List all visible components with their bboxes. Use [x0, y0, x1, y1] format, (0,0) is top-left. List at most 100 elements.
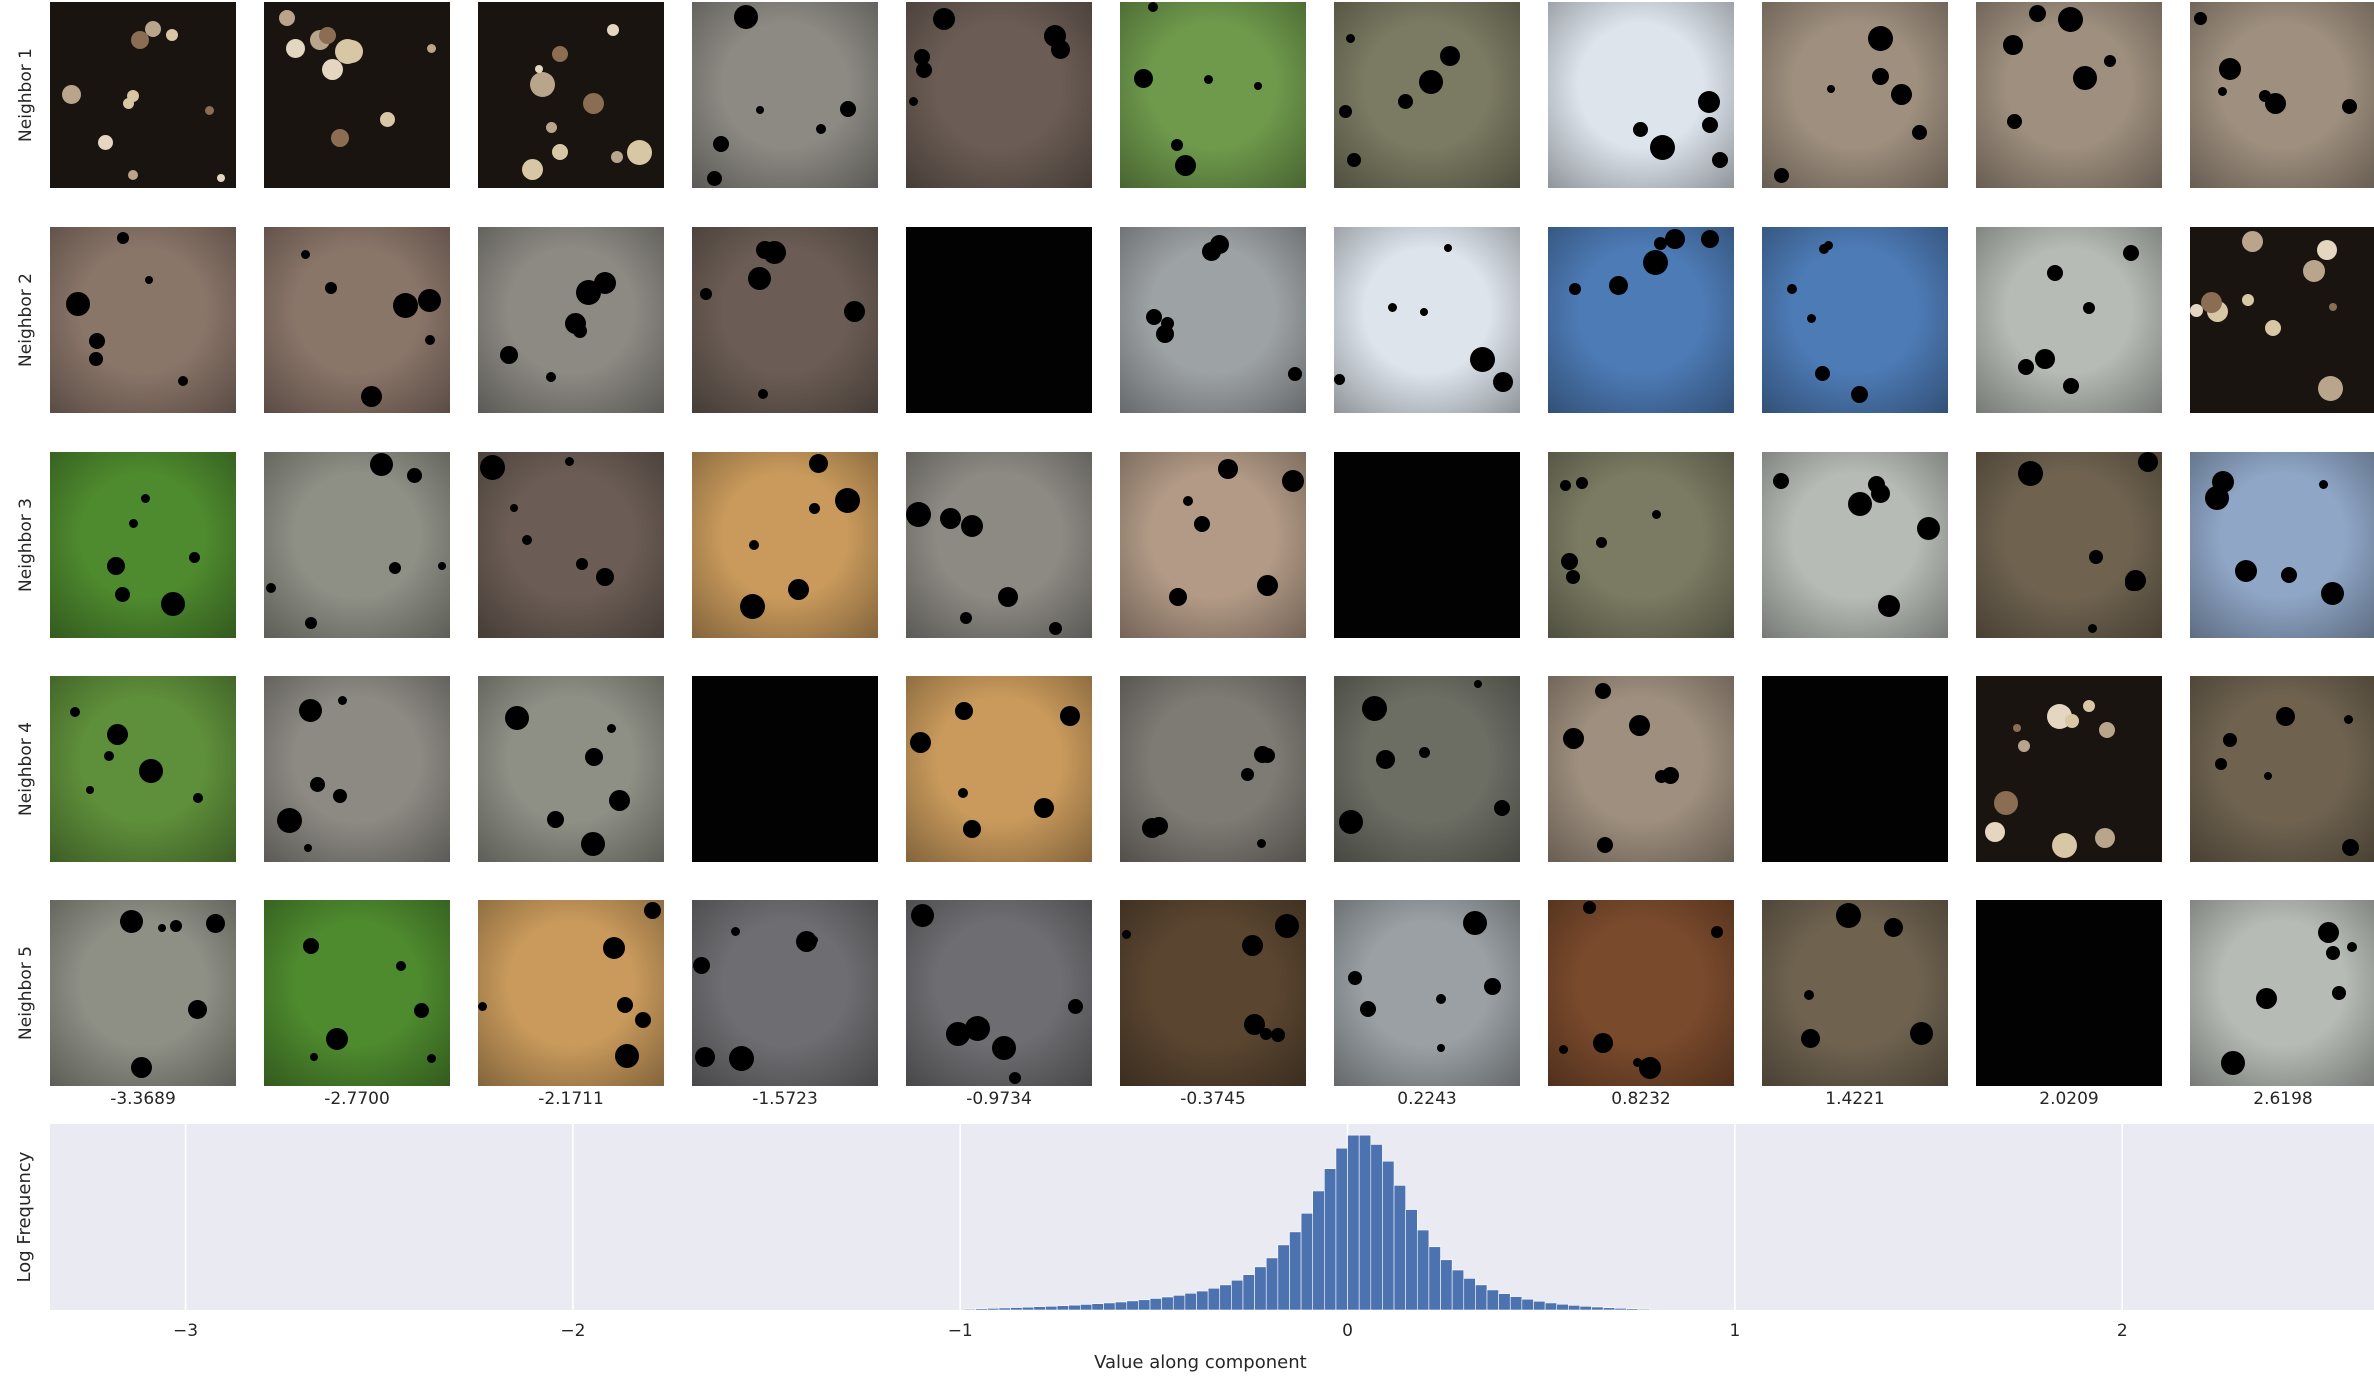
- histogram-bar: [1068, 1304, 1081, 1311]
- histogram-bar: [1498, 1293, 1511, 1311]
- mask-patch: [740, 594, 765, 619]
- column-value-label: -3.3689: [110, 1089, 176, 1109]
- mask-patch: [1419, 70, 1443, 94]
- mask-patch: [1665, 229, 1685, 249]
- thumbnail-fill: [1120, 900, 1306, 1086]
- histogram-bar: [998, 1307, 1011, 1311]
- mask-patch: [1804, 990, 1814, 1000]
- mask-patch: [2088, 624, 2097, 633]
- histogram-bar: [1242, 1274, 1255, 1311]
- neighbor-thumbnail-park-people: [478, 676, 664, 862]
- mask-patch: [305, 617, 317, 629]
- mask-patch: [500, 346, 518, 364]
- neighbor-thumbnail-street-scene: [50, 227, 236, 413]
- mask-patch: [1148, 2, 1158, 12]
- mask-patch: [301, 250, 310, 259]
- mask-patch: [325, 282, 337, 294]
- column-value-label: 0.8232: [1611, 1089, 1671, 1109]
- mask-patch: [2194, 12, 2207, 25]
- histogram-bar: [1509, 1296, 1523, 1311]
- histogram-bar: [1393, 1185, 1406, 1311]
- mask-patch: [478, 1002, 487, 1011]
- mask-patch: [1360, 1001, 1376, 1017]
- mask-patch: [1068, 999, 1083, 1014]
- histogram-bar: [1382, 1160, 1395, 1311]
- mask-patch: [1872, 68, 1889, 85]
- mask-patch: [2215, 758, 2227, 770]
- x-tick-label: 1: [1729, 1321, 1740, 1341]
- mask-patch: [1494, 800, 1510, 816]
- thumbnail-fill: [2190, 900, 2374, 1086]
- mask-patch: [1701, 230, 1719, 248]
- mask-patch: [809, 503, 820, 514]
- neighbor-thumbnail-flag-wheelchair: [692, 227, 878, 413]
- mask-patch: [1493, 372, 1513, 392]
- mask-patch: [963, 820, 981, 838]
- neighbor-thumbnail-dark-masked: [264, 2, 450, 188]
- mask-patch: [304, 844, 312, 852]
- histogram-bar: [1126, 1300, 1139, 1311]
- thumbnail-fill: [1334, 2, 1520, 188]
- neighbor-thumbnail-street-scene: [264, 227, 450, 413]
- mask-patch: [340, 40, 363, 63]
- neighbor-thumbnail-black-grouse: [1548, 676, 1734, 862]
- mask-patch: [427, 1054, 436, 1063]
- neighbor-thumbnail-goose: [2190, 676, 2374, 862]
- thumbnail-fill: [1548, 676, 1734, 862]
- mask-patch: [695, 1047, 715, 1067]
- mask-patch: [331, 129, 349, 147]
- mask-patch: [1633, 122, 1648, 137]
- histogram-bar: [1591, 1306, 1604, 1311]
- neighbor-thumbnail-grill: [1120, 900, 1306, 1086]
- thumbnail-fill: [692, 2, 878, 188]
- thumbnail-fill: [1120, 452, 1306, 638]
- mask-patch: [1912, 125, 1927, 140]
- mask-patch: [763, 241, 786, 264]
- histogram-bar: [963, 1308, 977, 1311]
- mask-patch: [2123, 245, 2139, 261]
- neighbor-thumbnail-black: [906, 227, 1092, 413]
- mask-patch: [2099, 722, 2115, 738]
- histogram-bar: [1207, 1287, 1221, 1311]
- mask-patch: [1257, 839, 1266, 848]
- mask-patch: [1878, 595, 1900, 617]
- mask-patch: [322, 59, 343, 80]
- histogram-bar: [1463, 1278, 1476, 1311]
- neighbor-thumbnail-banjo-man: [1120, 676, 1306, 862]
- neighbor-thumbnail-building: [2190, 452, 2374, 638]
- mask-patch: [393, 293, 418, 318]
- mask-patch: [1463, 911, 1487, 935]
- neighbor-thumbnail-pelican: [1548, 2, 1734, 188]
- mask-patch: [2326, 946, 2340, 960]
- mask-patch: [141, 494, 150, 503]
- mask-patch: [958, 788, 968, 798]
- neighbor-thumbnail-green-beetle: [478, 227, 664, 413]
- mask-patch: [835, 488, 860, 513]
- mask-patch: [1596, 537, 1607, 548]
- mask-patch: [361, 386, 382, 407]
- mask-patch: [2089, 550, 2103, 564]
- column-value-label: -1.5723: [752, 1089, 818, 1109]
- neighbor-thumbnail-green-beetle: [264, 676, 450, 862]
- histogram-bar: [1033, 1306, 1046, 1311]
- histogram-bar: [1521, 1298, 1534, 1311]
- mask-patch: [2317, 240, 2337, 260]
- mask-patch: [2235, 560, 2257, 582]
- neighbor-thumbnail-grey-dog: [1334, 2, 1520, 188]
- mask-patch: [2281, 567, 2297, 583]
- thumbnail-fill: [1762, 676, 1948, 862]
- mask-patch: [916, 62, 932, 78]
- mask-patch: [1915, 1024, 1927, 1036]
- neighbor-thumbnail-black: [692, 676, 878, 862]
- mask-patch: [998, 587, 1018, 607]
- mask-patch: [166, 29, 178, 41]
- mask-patch: [607, 724, 616, 733]
- mask-patch: [89, 352, 103, 366]
- mask-patch: [128, 170, 138, 180]
- neighbor-thumbnail-man-spray: [478, 900, 664, 1086]
- mask-patch: [748, 267, 771, 290]
- histogram-bar: [1579, 1305, 1592, 1311]
- mask-patch: [1698, 91, 1720, 113]
- mask-patch: [120, 910, 143, 933]
- mask-patch: [1654, 237, 1667, 250]
